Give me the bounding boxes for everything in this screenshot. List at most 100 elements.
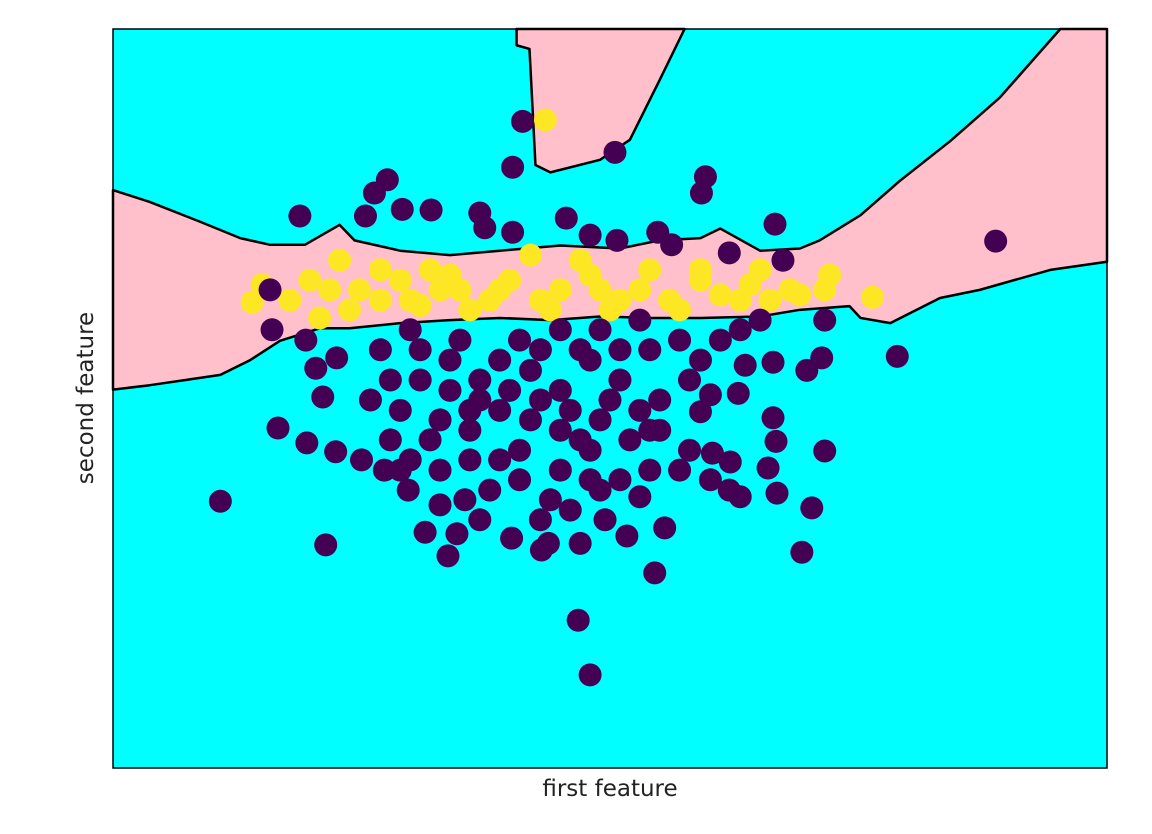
point-class-0 [368,338,392,362]
y-axis-label: second feature [73,311,99,485]
point-class-1 [708,283,732,307]
point-class-0 [398,318,422,342]
point-class-1 [813,278,837,302]
point-class-0 [511,109,535,133]
point-class-0 [628,308,652,332]
point-class-0 [418,428,442,452]
x-axis-label: first feature [542,776,678,802]
point-class-0 [558,498,582,522]
point-class-1 [368,288,392,312]
point-class-1 [418,258,442,282]
point-class-0 [638,338,662,362]
point-class-0 [588,408,612,432]
point-class-0 [554,206,578,230]
point-class-0 [689,181,713,205]
point-class-0 [508,468,532,492]
point-class-0 [608,468,632,492]
point-class-0 [438,378,462,402]
point-class-0 [528,508,552,532]
point-class-0 [288,204,312,228]
point-class-0 [294,328,318,352]
point-class-0 [548,418,572,442]
point-class-0 [568,338,592,362]
point-class-0 [528,338,552,362]
point-class-0 [578,223,602,247]
point-class-0 [473,216,497,240]
point-class-0 [761,350,785,374]
point-class-0 [488,348,512,372]
point-class-0 [325,346,349,370]
point-class-0 [698,383,722,407]
point-class-0 [536,531,560,555]
point-class-0 [501,220,525,244]
point-class-0 [748,308,772,332]
point-class-0 [445,522,469,546]
point-class-1 [240,290,264,314]
data-points [208,108,1008,687]
point-class-1 [860,285,884,309]
point-class-0 [453,488,477,512]
point-class-0 [790,540,814,564]
point-class-0 [258,278,282,302]
point-class-0 [428,408,452,432]
point-class-1 [428,278,452,302]
point-class-0 [436,544,460,568]
point-class-1 [328,248,352,272]
point-class-0 [378,368,402,392]
point-class-1 [638,258,662,282]
point-class-0 [419,198,443,222]
point-class-0 [388,458,412,482]
point-class-0 [603,140,627,164]
point-class-0 [588,318,612,342]
point-class-0 [800,496,824,520]
point-class-0 [538,488,562,512]
point-class-0 [678,438,702,462]
point-class-0 [428,493,452,517]
point-class-0 [668,458,692,482]
point-class-0 [324,440,348,464]
axes-frame [112,28,1108,769]
point-class-0 [688,348,712,372]
point-class-0 [408,338,432,362]
point-class-1 [728,288,752,312]
point-class-0 [628,485,652,509]
point-class-0 [568,428,592,452]
point-class-0 [708,328,732,352]
point-class-0 [765,481,789,505]
point-class-0 [458,398,482,422]
point-class-0 [598,388,622,412]
point-class-1 [533,108,557,132]
point-class-0 [518,358,542,382]
point-class-0 [771,248,795,272]
point-class-0 [358,388,382,412]
point-class-0 [548,318,572,342]
point-class-0 [448,328,472,352]
point-class-0 [295,431,319,455]
point-class-0 [508,328,532,352]
point-class-0 [558,398,582,422]
point-class-0 [311,385,335,409]
point-class-1 [318,278,342,302]
point-class-0 [314,533,338,557]
point-class-0 [795,358,819,382]
point-class-0 [396,478,420,502]
point-class-1 [278,288,302,312]
point-class-0 [260,318,284,342]
point-class-1 [548,278,572,302]
point-class-0 [717,478,741,502]
point-class-1 [458,298,482,322]
point-class-0 [813,439,837,463]
point-class-0 [438,348,462,372]
point-class-0 [266,416,290,440]
point-class-0 [390,197,414,221]
point-class-0 [388,398,412,422]
point-class-0 [350,448,373,472]
point-class-0 [660,233,684,257]
point-class-0 [761,406,785,430]
point-class-0 [628,398,652,422]
point-class-0 [726,381,750,405]
point-class-0 [548,378,572,402]
point-class-0 [548,458,572,482]
point-class-0 [458,418,482,442]
point-class-0 [353,204,377,228]
